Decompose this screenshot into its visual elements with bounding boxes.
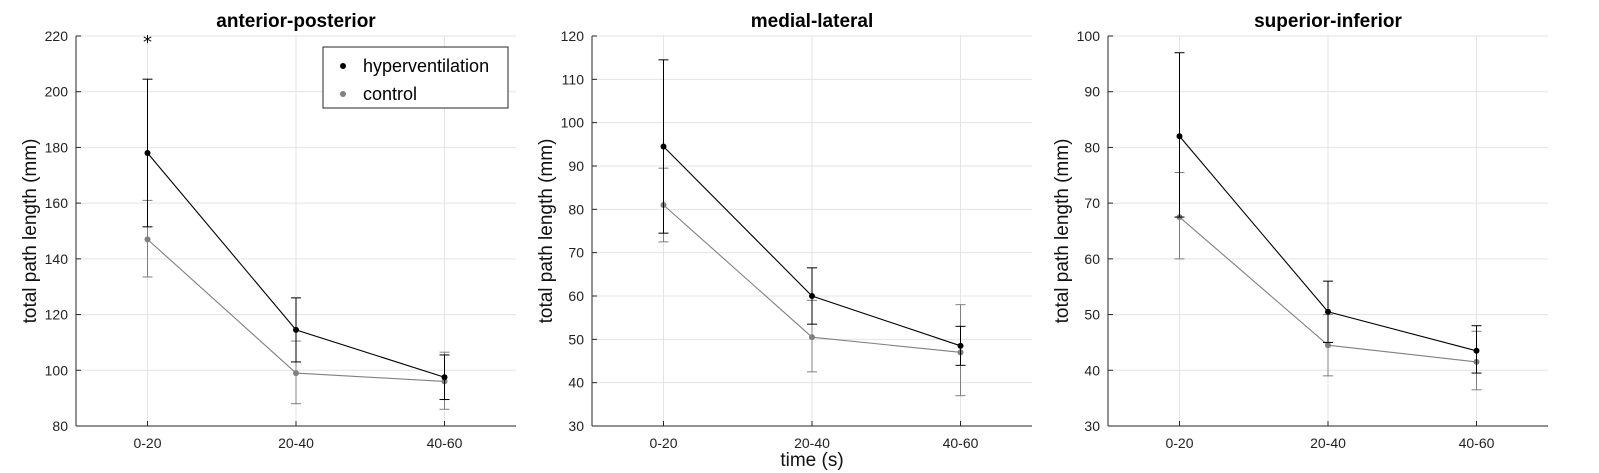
y-tick-label: 70 (568, 245, 584, 261)
data-point (144, 236, 151, 243)
data-point (660, 143, 667, 150)
significance-marker: * (143, 32, 152, 53)
y-tick-label: 100 (1077, 28, 1101, 44)
data-point (1176, 133, 1183, 140)
y-tick-label: 100 (45, 362, 69, 378)
x-tick-label: 20-40 (794, 435, 830, 451)
data-point (1473, 347, 1480, 354)
y-tick-label: 200 (45, 84, 69, 100)
legend: hyperventilation control (322, 46, 509, 109)
x-tick-label: 0-20 (133, 435, 161, 451)
y-tick-label: 30 (568, 418, 584, 434)
series-hyperventilation (658, 59, 966, 366)
y-tick-label: 220 (45, 28, 69, 44)
data-point (441, 374, 448, 381)
y-tick-label: 80 (1084, 139, 1100, 155)
x-tick-label: 40-60 (427, 435, 463, 451)
y-tick-label: 60 (568, 288, 584, 304)
data-point (1325, 308, 1331, 315)
y-tick-label: 60 (1084, 251, 1100, 267)
x-axis-label: time (s) (780, 450, 843, 471)
chart-panel-1: 80 100 120 140 160 180 200 220 0-20 20-40 40-60 ant… (20, 11, 516, 451)
y-tick-label: 120 (45, 307, 69, 323)
y-tick-label: 180 (45, 139, 69, 155)
y-tick-label: 30 (1084, 418, 1100, 434)
y-tick-label: 90 (568, 158, 584, 174)
y-tick-label: 140 (45, 251, 69, 267)
x-tick-label: 20-40 (278, 435, 314, 451)
data-point (144, 150, 151, 156)
data-point (293, 370, 299, 377)
y-tick-label: 70 (1084, 195, 1100, 211)
y-tick-label: 90 (1084, 84, 1100, 100)
data-point (1325, 342, 1331, 349)
legend-marker (340, 91, 346, 97)
chart-panel-3: 30 40 50 60 70 80 90 100 0-20 20-40 40-60 superior-… (1052, 11, 1548, 451)
chart-title: anterior-posterior (216, 11, 376, 32)
x-tick-label: 40-60 (1459, 435, 1495, 451)
x-tick-label: 20-40 (1310, 435, 1346, 451)
legend-marker (340, 63, 346, 69)
y-tick-label: 110 (562, 71, 585, 87)
x-tick-label: 0-20 (649, 435, 677, 451)
data-point (809, 334, 815, 341)
y-tick-label: 50 (568, 331, 584, 347)
y-tick-label: 160 (45, 195, 69, 211)
y-tick-label: 100 (561, 115, 585, 131)
series-hyperventilation (1174, 52, 1482, 374)
chart-title: medial-lateral (751, 11, 874, 32)
y-tick-label: 40 (1084, 362, 1100, 378)
y-axis-label: total path length (mm) (536, 139, 557, 324)
chart-panel-2: 30 40 50 60 70 80 90 100 110 120 0-20 20-40 40-60 med… (536, 11, 1032, 451)
data-point (809, 293, 815, 299)
y-axis-label: total path length (mm) (1052, 139, 1073, 324)
y-tick-label: 120 (561, 28, 585, 44)
chart-title: superior-inferior (1254, 11, 1402, 32)
x-tick-label: 40-60 (943, 435, 979, 451)
y-tick-label: 80 (568, 201, 584, 217)
legend-label: control (363, 84, 417, 104)
series-hyperventilation (142, 78, 450, 401)
y-axis-label: total path length (mm) (20, 139, 41, 324)
x-tick-label: 0-20 (1165, 435, 1193, 451)
y-tick-label: 80 (52, 418, 68, 434)
y-tick-label: 50 (1084, 307, 1100, 323)
data-point (957, 342, 964, 349)
data-point (293, 326, 299, 333)
legend-box (322, 46, 509, 109)
legend-label: hyperventilation (363, 56, 489, 76)
y-tick-label: 40 (568, 375, 584, 391)
